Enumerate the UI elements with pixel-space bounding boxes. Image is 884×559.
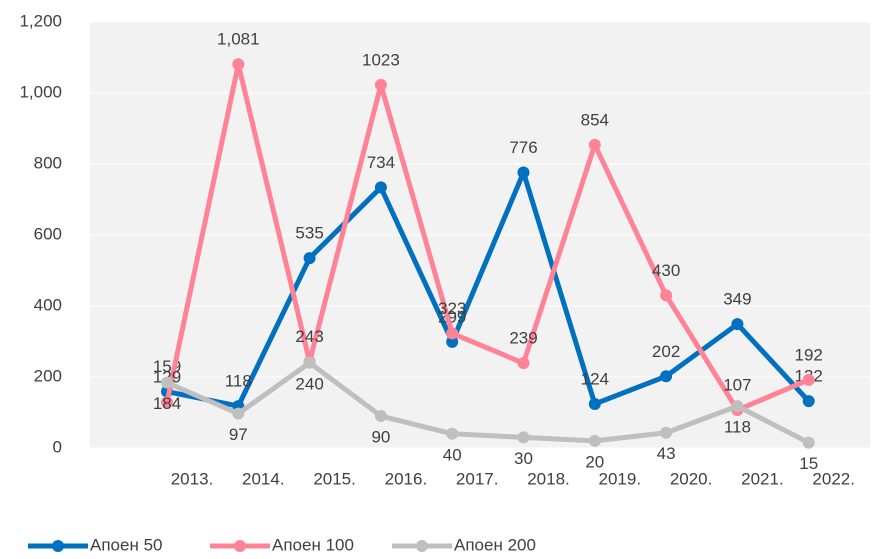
data-label: 15 — [799, 454, 818, 473]
data-label: 243 — [295, 327, 323, 346]
data-point — [446, 335, 459, 348]
y-tick-label: 0 — [53, 437, 62, 456]
data-label: 118 — [724, 418, 751, 437]
data-point — [802, 395, 815, 408]
data-point — [303, 356, 316, 369]
x-tick-label: 2020. — [670, 469, 713, 488]
data-point — [731, 400, 744, 413]
legend-label: Апоен 200 — [454, 535, 536, 554]
data-point — [731, 318, 744, 331]
data-label: 323 — [438, 299, 466, 318]
y-tick-label: 400 — [34, 295, 62, 314]
data-point — [446, 427, 459, 440]
data-label: 240 — [295, 374, 323, 393]
data-label: 202 — [652, 342, 680, 361]
data-label: 20 — [585, 452, 604, 471]
data-label: 192 — [795, 345, 823, 364]
data-label: 40 — [443, 445, 462, 464]
y-tick-label: 200 — [34, 366, 62, 385]
data-label: 107 — [723, 375, 751, 394]
data-label: 1023 — [362, 50, 400, 69]
data-point — [374, 181, 387, 194]
y-tick-label: 1,000 — [19, 82, 62, 101]
data-point — [446, 327, 459, 340]
data-point — [161, 376, 173, 389]
data-point — [802, 373, 815, 386]
data-point — [588, 397, 601, 410]
data-label: 1,081 — [217, 30, 260, 49]
x-tick-label: 2018. — [527, 469, 570, 488]
data-point — [660, 289, 673, 302]
data-point — [232, 58, 245, 71]
data-label: 854 — [581, 110, 609, 129]
data-label: 30 — [514, 449, 533, 468]
legend-marker — [52, 540, 64, 552]
data-point — [232, 407, 245, 420]
legend-label: Апоен 50 — [90, 535, 162, 554]
data-label: 776 — [509, 138, 537, 157]
legend-marker — [234, 540, 246, 552]
data-label: 90 — [371, 428, 390, 447]
data-label: 430 — [652, 261, 680, 280]
series-line — [166, 360, 810, 445]
data-label: 349 — [723, 290, 751, 309]
x-tick-label: 2013. — [171, 469, 214, 488]
series-line — [164, 61, 810, 413]
data-label: 118 — [225, 372, 252, 391]
data-point — [588, 434, 601, 447]
data-point — [588, 138, 601, 151]
x-tick-label: 2019. — [599, 469, 642, 488]
x-tick-label: 2014. — [242, 469, 285, 488]
data-label: 239 — [509, 329, 537, 348]
data-point — [374, 78, 387, 91]
data-label: 184 — [153, 394, 181, 413]
data-label: 97 — [229, 425, 248, 444]
data-point — [517, 166, 530, 179]
data-point — [802, 436, 815, 449]
x-tick-label: 2022. — [812, 469, 855, 488]
data-point — [660, 370, 673, 383]
legend-marker — [416, 540, 428, 552]
x-tick-label: 2015. — [313, 469, 356, 488]
data-point — [303, 252, 316, 265]
data-point — [517, 357, 530, 370]
data-point — [161, 396, 173, 409]
data-label: 124 — [581, 369, 609, 388]
y-tick-label: 1,200 — [19, 11, 62, 30]
x-tick-label: 2017. — [456, 469, 499, 488]
y-tick-label: 600 — [34, 224, 62, 243]
x-tick-label: 2016. — [385, 469, 428, 488]
y-tick-label: 800 — [34, 153, 62, 172]
data-label: 535 — [295, 224, 323, 243]
data-point — [660, 426, 673, 439]
data-point — [517, 431, 530, 444]
data-point — [374, 410, 387, 423]
legend-label: Апоен 100 — [272, 535, 354, 554]
data-label: 734 — [367, 153, 395, 172]
data-label: 43 — [657, 444, 676, 463]
x-tick-label: 2021. — [741, 469, 784, 488]
